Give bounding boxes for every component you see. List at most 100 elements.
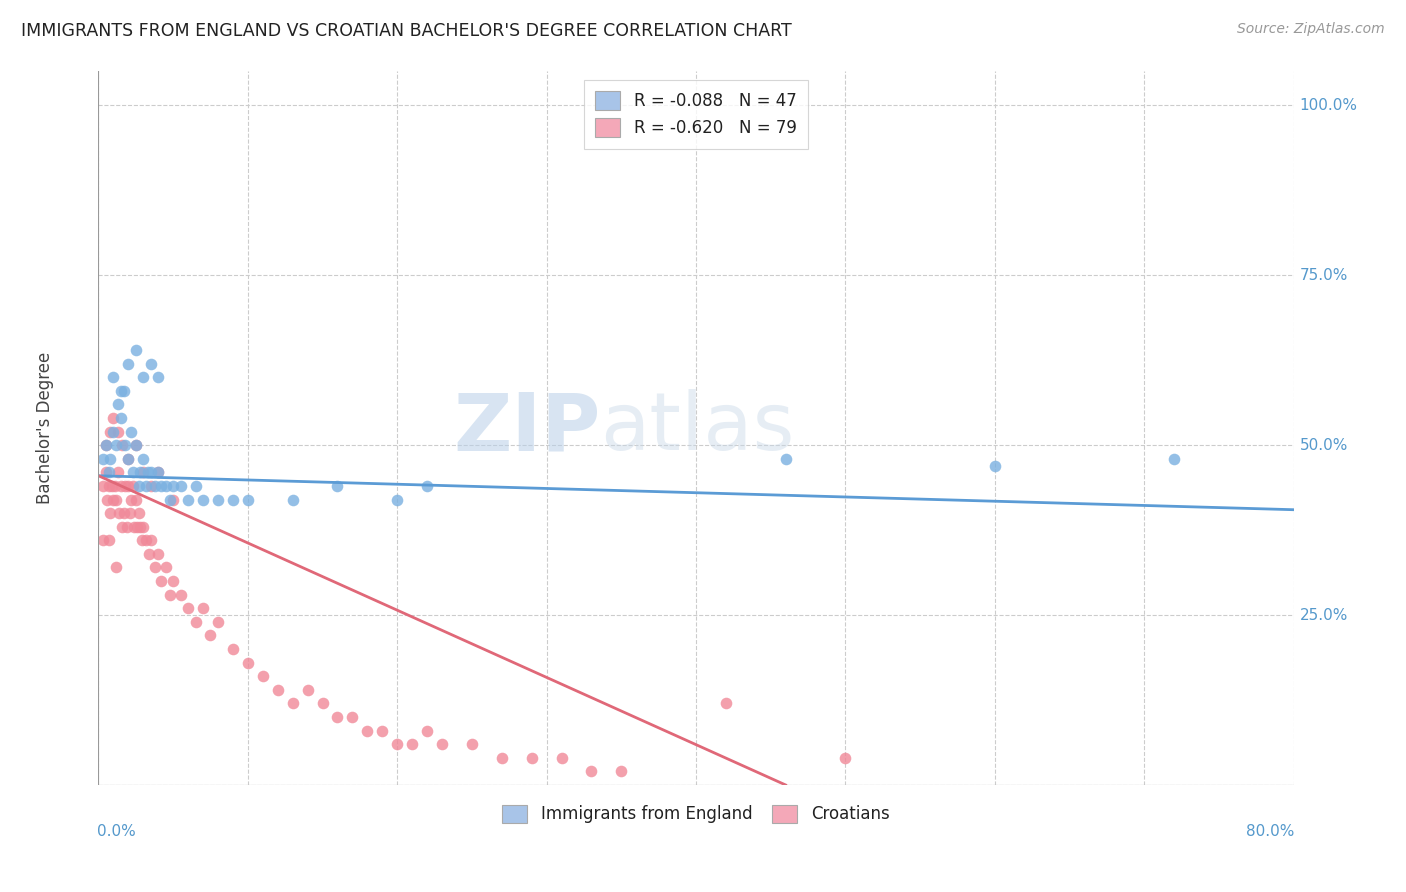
Point: [112, 506, 135, 520]
Point: [550, 751, 572, 765]
Point: [162, 574, 184, 588]
Point: [177, 492, 200, 507]
Point: [207, 492, 229, 507]
Point: [105, 560, 128, 574]
Point: [148, 466, 170, 480]
Point: [297, 682, 319, 697]
Point: [385, 492, 409, 507]
Point: [94, 466, 117, 480]
Point: [184, 615, 207, 629]
Point: [107, 397, 129, 411]
Text: atlas: atlas: [600, 389, 794, 467]
Point: [114, 479, 136, 493]
Point: [98, 425, 122, 439]
Point: [132, 451, 155, 466]
Point: [159, 588, 181, 602]
Point: [281, 492, 304, 507]
Point: [103, 370, 125, 384]
Point: [136, 466, 159, 480]
Point: [105, 438, 128, 452]
Point: [91, 451, 114, 466]
Point: [252, 669, 274, 683]
Point: [97, 479, 120, 493]
Point: [132, 370, 155, 384]
Point: [105, 492, 128, 507]
Point: [132, 519, 155, 533]
Point: [267, 682, 290, 697]
Point: [103, 411, 125, 425]
Point: [430, 737, 453, 751]
Point: [94, 438, 117, 452]
Point: [135, 479, 157, 493]
Point: [342, 710, 364, 724]
Text: Source: ZipAtlas.com: Source: ZipAtlas.com: [1237, 22, 1385, 37]
Point: [127, 519, 149, 533]
Point: [125, 438, 148, 452]
Point: [124, 519, 146, 533]
Point: [97, 466, 120, 480]
Point: [520, 751, 543, 765]
Point: [117, 451, 139, 466]
Point: [110, 479, 132, 493]
Point: [326, 710, 349, 724]
Point: [155, 560, 177, 574]
Point: [1163, 451, 1185, 466]
Point: [108, 506, 131, 520]
Point: [385, 737, 409, 751]
Point: [117, 479, 139, 493]
Text: 50.0%: 50.0%: [1299, 438, 1348, 452]
Point: [117, 357, 139, 371]
Point: [104, 479, 127, 493]
Point: [125, 343, 148, 357]
Point: [416, 723, 439, 738]
Point: [150, 479, 173, 493]
Point: [97, 533, 120, 548]
Point: [222, 642, 245, 657]
Legend: Immigrants from England, Croatians: Immigrants from England, Croatians: [496, 798, 896, 830]
Point: [775, 451, 797, 466]
Point: [117, 451, 139, 466]
Text: 25.0%: 25.0%: [1299, 607, 1348, 623]
Point: [416, 479, 439, 493]
Point: [371, 723, 394, 738]
Point: [98, 451, 122, 466]
Point: [714, 697, 737, 711]
Point: [107, 466, 129, 480]
Point: [121, 479, 143, 493]
Point: [94, 438, 117, 452]
Point: [111, 519, 134, 533]
Point: [191, 492, 214, 507]
Point: [139, 466, 162, 480]
Point: [184, 479, 207, 493]
Point: [610, 764, 633, 779]
Point: [326, 479, 349, 493]
Point: [143, 479, 166, 493]
Point: [155, 479, 177, 493]
Text: Bachelor's Degree: Bachelor's Degree: [35, 352, 53, 504]
Point: [110, 411, 132, 425]
Point: [139, 533, 162, 548]
Point: [138, 547, 160, 561]
Point: [128, 506, 150, 520]
Point: [177, 601, 200, 615]
Point: [159, 492, 181, 507]
Point: [112, 384, 135, 398]
Point: [169, 479, 191, 493]
Point: [207, 615, 229, 629]
Point: [143, 560, 166, 574]
Point: [118, 506, 141, 520]
Point: [131, 533, 153, 548]
Point: [834, 751, 856, 765]
Point: [139, 479, 162, 493]
Point: [101, 479, 124, 493]
Point: [236, 656, 259, 670]
Point: [103, 425, 125, 439]
Point: [128, 479, 150, 493]
Point: [148, 370, 170, 384]
Point: [222, 492, 245, 507]
Point: [162, 479, 184, 493]
Point: [129, 466, 152, 480]
Point: [461, 737, 484, 751]
Point: [162, 492, 184, 507]
Text: 80.0%: 80.0%: [1246, 824, 1295, 839]
